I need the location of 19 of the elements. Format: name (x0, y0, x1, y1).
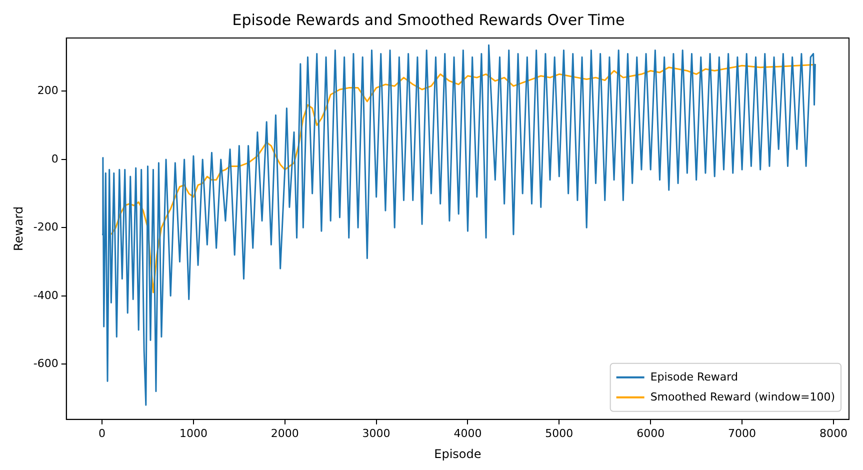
legend-label: Smoothed Reward (window=100) (650, 390, 836, 404)
x-tick-label: 1000 (179, 426, 208, 440)
x-tick-label: 0 (98, 426, 106, 440)
y-tick-label: 200 (37, 84, 58, 98)
y-tick-label: -200 (33, 220, 58, 234)
x-tick-label: 3000 (362, 426, 390, 440)
x-tick-label: 2000 (270, 426, 299, 440)
y-tick-label: -400 (33, 288, 58, 302)
x-tick-label: 5000 (545, 426, 574, 440)
legend-label: Episode Reward (650, 370, 738, 384)
x-tick-label: 7000 (728, 426, 756, 440)
y-tick-label: -600 (33, 356, 58, 370)
x-tick-label: 4000 (454, 426, 482, 440)
y-tick-label: 0 (51, 152, 58, 166)
x-axis-title: Episode (434, 446, 482, 461)
y-axis-title: Reward (11, 206, 26, 252)
x-tick-label: 6000 (636, 426, 665, 440)
chart-title: Episode Rewards and Smoothed Rewards Over Time (232, 10, 625, 29)
x-tick-label: 8000 (819, 426, 848, 440)
